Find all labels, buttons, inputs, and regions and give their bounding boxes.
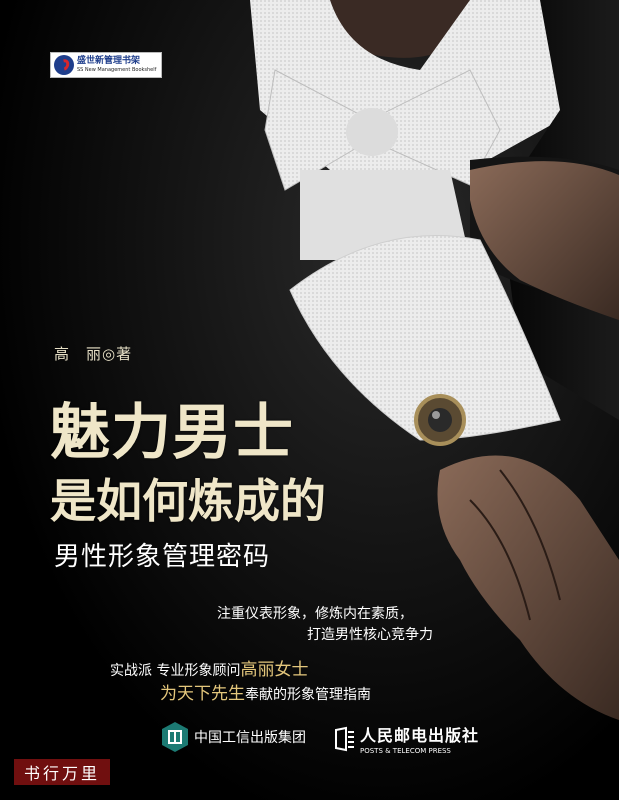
publisher-group: 中国工信出版集团 [160, 721, 306, 753]
upper-hand [470, 161, 619, 320]
credit-author-highlight: 高丽女士 [240, 660, 309, 680]
publisher-group-name: 中国工信出版集团 [194, 730, 306, 746]
title-line-1: 魅力男士 [50, 398, 294, 468]
publisher-name: 人民邮电出版社 [360, 726, 480, 745]
credit-suffix: 奉献的形象管理指南 [245, 687, 371, 703]
title-line-2: 是如何炼成的 [50, 474, 326, 528]
subtitle: 男性形象管理密码 [54, 542, 271, 572]
lower-hand [437, 455, 619, 720]
series-badge: 盛世新管理书架 SS New Management Bookshelf [50, 52, 162, 78]
tagline-1: 注重仪表形象，修炼内在素质， [217, 606, 413, 622]
publisher-name-en: POSTS & TELECOM PRESS [360, 747, 451, 755]
credit-prefix: 实战派 专业形象顾问 [110, 663, 241, 679]
author: 高 丽◎著 [54, 345, 133, 363]
series-name: 盛世新管理书架 [77, 56, 141, 66]
chin-shape [330, 0, 470, 58]
watermark-stamp: 书行万里 [14, 759, 110, 785]
publisher-group-logo-icon [162, 722, 188, 752]
series-name-en: SS New Management Bookshelf [77, 67, 157, 73]
series-logo-icon [54, 55, 74, 75]
publisher: 人民邮电出版社 POSTS & TELECOM PRESS [334, 722, 479, 755]
publisher-logo-icon [335, 726, 354, 751]
shirt-cuff [289, 235, 561, 441]
credit-line-1: 实战派 专业形象顾问高丽女士 [110, 655, 308, 680]
credit-audience-highlight: 为天下先生 [160, 684, 245, 704]
tagline-2: 打造男性核心竞争力 [307, 627, 433, 643]
credit-line-2: 为天下先生奉献的形象管理指南 [160, 679, 371, 704]
